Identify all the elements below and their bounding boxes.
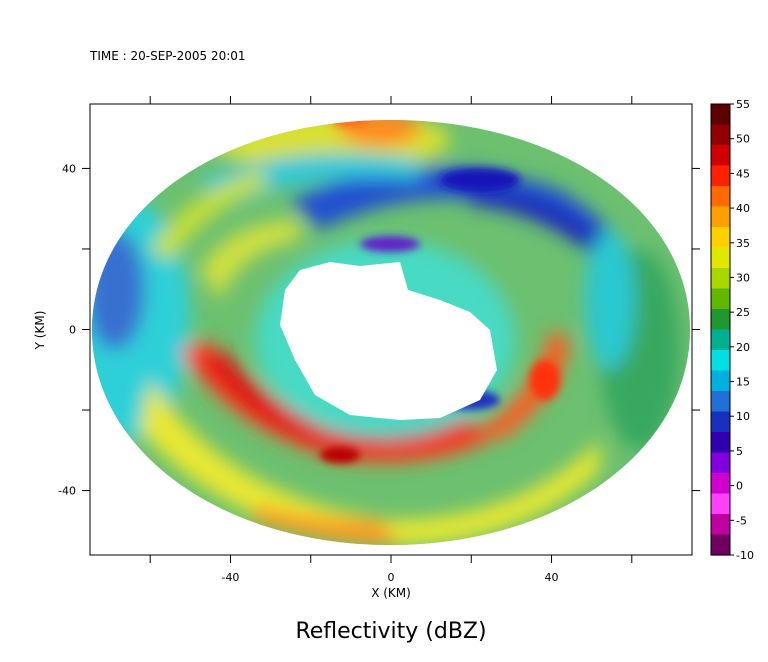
colorbar-swatch	[711, 288, 730, 310]
colorbar-swatch	[711, 309, 730, 331]
colorbar-swatch	[711, 124, 730, 146]
colorbar-swatch	[711, 370, 730, 392]
colorbar-swatch	[711, 391, 730, 413]
colorbar-tick-label: 15	[736, 376, 750, 389]
colorbar-tick-label: 45	[736, 167, 750, 180]
colorbar-tick-label: -10	[736, 549, 754, 562]
colorbar-tick-label: 10	[736, 410, 750, 423]
axes: -40 0 40 -40 0 40	[58, 96, 700, 584]
colorbar-swatch	[711, 350, 730, 372]
chart-title: Reflectivity (dBZ)	[295, 619, 486, 644]
reflectivity-field	[92, 120, 690, 545]
y-tick-label: 0	[69, 324, 76, 337]
colorbar-swatch	[711, 534, 730, 556]
colorbar-frame	[710, 103, 731, 556]
colorbar-swatch	[711, 227, 730, 249]
colorbar-tick-label: 5	[736, 445, 743, 458]
colorbar-tick-label: 30	[736, 271, 750, 284]
colorbar-swatch	[711, 514, 730, 536]
colorbar-swatch	[711, 493, 730, 515]
colorbar-swatch	[711, 186, 730, 208]
colorbar-tick-label: -5	[736, 514, 747, 527]
colorbar-swatch	[711, 165, 730, 187]
colorbar-swatch	[711, 411, 730, 433]
y-axis-label: Y (KM)	[33, 311, 47, 351]
colorbar-tick-label: 55	[736, 98, 750, 111]
colorbar-swatch	[711, 104, 730, 126]
colorbar-swatch	[711, 432, 730, 454]
colorbar-swatch	[711, 473, 730, 495]
colorbar-tick-label: 20	[736, 341, 750, 354]
y-tick-label: 40	[62, 162, 76, 175]
colorbar-swatch	[711, 206, 730, 228]
time-label: TIME : 20-SEP-2005 20:01	[89, 49, 246, 63]
x-tick-label: -40	[221, 571, 239, 584]
colorbar-tick-label: 35	[736, 237, 750, 250]
colorbar-swatch	[711, 452, 730, 474]
colorbar-tick-label: 25	[736, 306, 750, 319]
colorbar-swatch	[711, 268, 730, 290]
colorbar-tick-label: 40	[736, 202, 750, 215]
x-axis-label: X (KM)	[371, 586, 411, 600]
colorbar-tick-label: 0	[736, 480, 743, 493]
colorbar-tick-label: 50	[736, 133, 750, 146]
x-tick-label: 0	[388, 571, 395, 584]
colorbar-swatch	[711, 145, 730, 167]
x-tick-label: 40	[545, 571, 559, 584]
colorbar-swatch	[711, 329, 730, 351]
colorbar-swatch	[711, 247, 730, 269]
eye-no-data	[280, 262, 497, 420]
y-tick-label: -40	[58, 485, 76, 498]
